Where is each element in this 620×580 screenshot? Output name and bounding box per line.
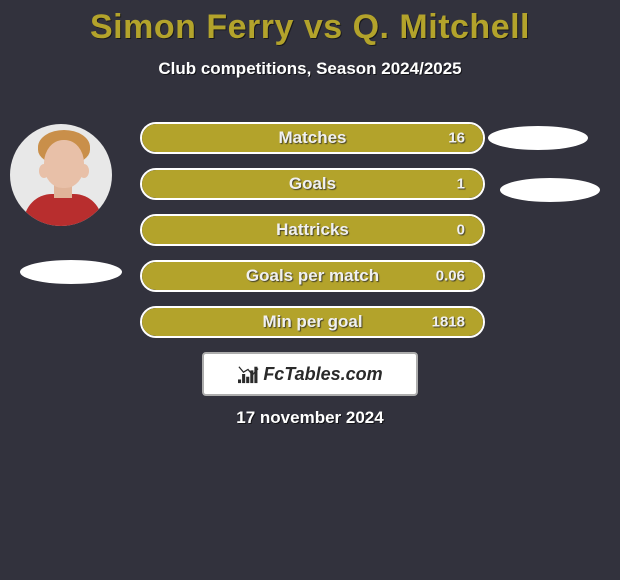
stat-row: Min per goal 1818 — [140, 306, 485, 338]
page-title: Simon Ferry vs Q. Mitchell — [0, 0, 620, 47]
date-label: 17 november 2024 — [0, 408, 620, 428]
stat-label: Goals — [289, 174, 336, 194]
stat-value: 1 — [457, 176, 465, 193]
player-left-avatar — [10, 124, 112, 226]
stat-value: 1818 — [432, 314, 465, 331]
stats-bars: Matches 16 Goals 1 Hattricks 0 Goals per match… — [140, 122, 485, 352]
site-logo-box: FcTables.com — [202, 352, 418, 396]
stat-row: Goals 1 — [140, 168, 485, 200]
site-logo-text: FcTables.com — [263, 364, 382, 385]
stat-row: Matches 16 — [140, 122, 485, 154]
comparison-infographic: Simon Ferry vs Q. Mitchell Club competit… — [0, 0, 620, 580]
stat-row: Goals per match 0.06 — [140, 260, 485, 292]
player-right-name-plate-1 — [488, 126, 588, 150]
stat-row: Hattricks 0 — [140, 214, 485, 246]
page-subtitle: Club competitions, Season 2024/2025 — [0, 59, 620, 79]
stat-label: Goals per match — [246, 266, 379, 286]
stat-value: 16 — [448, 130, 465, 147]
bar-chart-icon — [237, 364, 259, 384]
stat-value: 0 — [457, 222, 465, 239]
player-right-name-plate-2 — [500, 178, 600, 202]
stat-value: 0.06 — [436, 268, 465, 285]
player-left-name-plate — [20, 260, 122, 284]
stat-label: Min per goal — [262, 312, 362, 332]
stat-label: Hattricks — [276, 220, 349, 240]
stat-label: Matches — [278, 128, 346, 148]
